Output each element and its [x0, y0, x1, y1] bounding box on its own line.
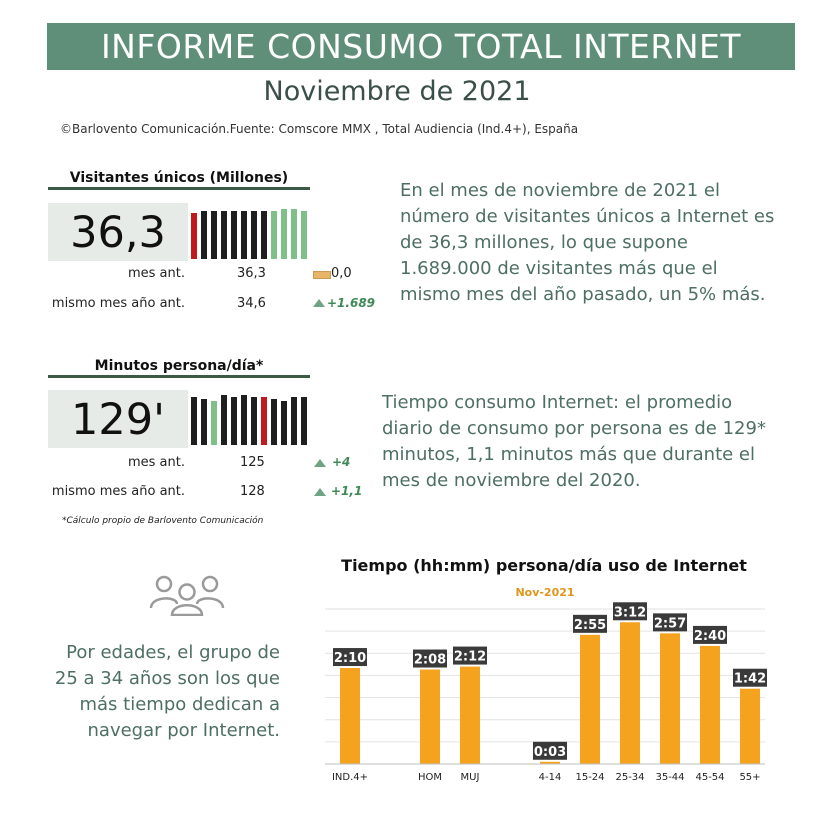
minutes-spark-bar [271, 399, 277, 445]
x-tick-label: MUJ [461, 772, 480, 783]
data-label: 2:40 [694, 629, 726, 644]
x-tick-label: 15-24 [575, 772, 604, 783]
minutes-description: Tiempo consumo Internet: el promedio dia… [382, 392, 766, 491]
minutes-spark-bar [221, 395, 227, 445]
visitors-spark-bar [271, 211, 277, 259]
data-label-bg [413, 649, 447, 668]
visitors-spark-bar [191, 213, 197, 259]
x-tick-label: IND.4+ [332, 772, 368, 783]
data-label: 2:55 [574, 618, 606, 633]
data-label-bg [333, 648, 367, 667]
source-note: ©Barlovento Comunicación.Fuente: Comscor… [60, 122, 579, 136]
minutes-spark-bar [241, 395, 247, 445]
bar-4-14 [540, 761, 560, 764]
minutes-spark-bar [291, 397, 297, 445]
triangle-up-icon [314, 459, 326, 467]
data-label: 3:12 [614, 605, 646, 620]
bar-chart: 2:10 IND.4+ 2:08 HOM 2:12 MUJ 0:03 4-14 2:55 15-2… [325, 602, 767, 783]
visitors-spark-bar [291, 209, 297, 259]
visitors-spark-bar [201, 211, 207, 259]
x-tick-label: 55+ [739, 772, 760, 783]
triangle-up-icon [313, 299, 325, 307]
minutes-divider [48, 375, 310, 378]
minutes-row-delta-prev-year: +1,1 [331, 484, 363, 498]
minutes-spark-bar [301, 397, 307, 445]
data-label: 2:10 [334, 651, 366, 666]
visitors-spark-bar [281, 209, 287, 259]
visitors-row-label-prev-year: mismo mes año ant. [51, 296, 185, 311]
age-description: Por edades, el grupo de 25 a 34 años son… [54, 642, 280, 741]
minutes-spark-bar [261, 397, 267, 445]
minutes-sparkline [191, 393, 309, 445]
minutes-row-value-prev-month: 125 [240, 455, 265, 470]
visitors-spark-bar [241, 211, 247, 259]
minutes-spark-bar [211, 401, 217, 445]
minutes-spark-bar [281, 401, 287, 445]
data-label-bg [733, 668, 767, 687]
bar-55+ [740, 688, 760, 764]
data-label-bg [453, 646, 487, 665]
visitors-spark-bar [231, 211, 237, 259]
minutes-row-label-prev-month: mes ant. [127, 455, 185, 470]
minutes-spark-bar [201, 399, 207, 445]
bar-15-24 [580, 634, 600, 764]
bar-35-44 [660, 633, 680, 764]
visitors-row-label-prev-month: mes ant. [127, 266, 185, 281]
minutes-spark-bar [191, 397, 197, 445]
visitors-value: 36,3 [48, 203, 188, 261]
x-tick-label: HOM [418, 772, 442, 783]
data-label: 0:03 [534, 745, 566, 760]
visitors-title: Visitantes únicos (Millones) [69, 170, 289, 186]
bar-MUJ [460, 666, 480, 764]
data-label-bg [533, 741, 567, 760]
data-label-bg [613, 602, 647, 621]
data-label-bg [653, 613, 687, 632]
data-label-bg [693, 625, 727, 644]
minutes-spark-bar [251, 397, 257, 445]
visitors-spark-bar [221, 211, 227, 259]
visitors-row-delta-prev-year: +1.689 [327, 296, 376, 310]
visitors-sparkline [191, 207, 309, 259]
chart-subtitle: Nov-2021 [515, 586, 575, 599]
x-tick-label: 25-34 [615, 772, 644, 783]
bar-45-54 [700, 645, 720, 764]
x-tick-label: 35-44 [655, 772, 684, 783]
bar-25-34 [620, 622, 640, 764]
minutes-value: 129' [48, 390, 188, 448]
visitors-row-value-prev-month: 36,3 [237, 266, 266, 281]
visitors-divider [48, 187, 310, 190]
minutes-row-label-prev-year: mismo mes año ant. [51, 484, 185, 499]
visitors-row-value-prev-year: 34,6 [237, 296, 266, 311]
minutes-row-delta-prev-month: +4 [332, 455, 351, 469]
people-group-icon [149, 575, 225, 616]
x-tick-label: 4-14 [539, 772, 562, 783]
data-label: 2:12 [454, 650, 486, 665]
triangle-up-icon [314, 488, 326, 496]
data-label: 2:57 [654, 616, 686, 631]
bar-HOM [420, 669, 440, 764]
minutes-spark-bar [231, 397, 237, 445]
visitors-spark-bar [261, 211, 267, 259]
flat-bar-icon [313, 271, 331, 279]
bar-IND.4+ [340, 668, 360, 764]
visitors-description: En el mes de noviembre de 2021 el número… [400, 180, 775, 305]
data-label-bg [573, 614, 607, 633]
chart-title: Tiempo (hh:mm) persona/día uso de Intern… [341, 556, 747, 575]
data-label: 2:08 [414, 653, 446, 668]
report-subtitle: Noviembre de 2021 [263, 76, 531, 107]
visitors-spark-bar [301, 211, 307, 259]
visitors-row-delta-prev-month: 0,0 [331, 266, 352, 281]
footnote: *Cálculo propio de Barlovento Comunicaci… [62, 516, 264, 526]
minutes-title: Minutos persona/día* [94, 358, 264, 374]
minutes-row-value-prev-year: 128 [240, 484, 265, 499]
visitors-spark-bar [251, 211, 257, 259]
visitors-spark-bar [211, 211, 217, 259]
report-title: INFORME CONSUMO TOTAL INTERNET [47, 23, 795, 70]
data-label: 1:42 [734, 672, 766, 687]
x-tick-label: 45-54 [695, 772, 724, 783]
